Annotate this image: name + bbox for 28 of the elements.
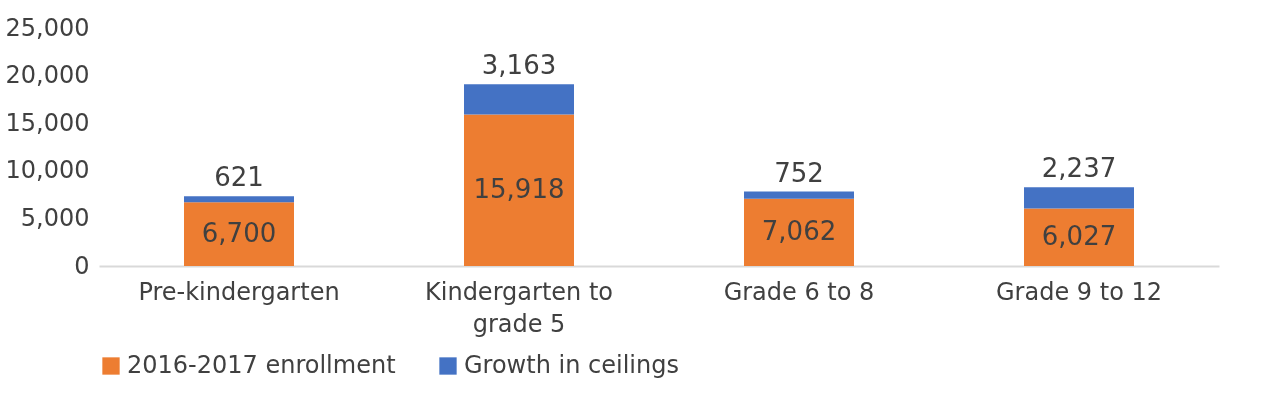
y-tick-label: 20,000 xyxy=(5,61,90,90)
bar xyxy=(1024,187,1134,209)
bar xyxy=(464,84,574,115)
bar xyxy=(184,196,294,203)
y-tick-label: 10,000 xyxy=(5,156,90,185)
bar xyxy=(744,191,854,199)
x-tick-label: Grade 9 to 12 xyxy=(996,277,1162,306)
data-label: 6,700 xyxy=(201,218,277,249)
data-label: 15,918 xyxy=(473,174,565,205)
data-label: 7,062 xyxy=(761,216,837,247)
data-label: 621 xyxy=(214,162,264,193)
y-tick-label: 25,000 xyxy=(5,13,90,42)
bar xyxy=(464,114,574,266)
bar xyxy=(1024,208,1134,266)
y-tick-label: 15,000 xyxy=(5,108,90,137)
x-tick-label: Kindergarten to grade 5 xyxy=(425,277,613,338)
bar xyxy=(184,202,294,266)
data-label: 6,027 xyxy=(1041,221,1117,252)
x-tick-label: Grade 6 to 8 xyxy=(723,277,875,306)
data-label: 3,163 xyxy=(481,50,557,81)
y-tick-label: 0 xyxy=(74,251,90,280)
bar xyxy=(744,198,854,266)
legend-label: Growth in ceilings xyxy=(464,351,679,379)
x-tick-label: Pre-kindergarten xyxy=(138,277,340,306)
legend-label: 2016-2017 enrollment xyxy=(127,351,396,379)
data-label: 2,237 xyxy=(1041,153,1117,184)
data-label: 752 xyxy=(774,157,824,188)
y-tick-label: 5,000 xyxy=(20,203,90,232)
